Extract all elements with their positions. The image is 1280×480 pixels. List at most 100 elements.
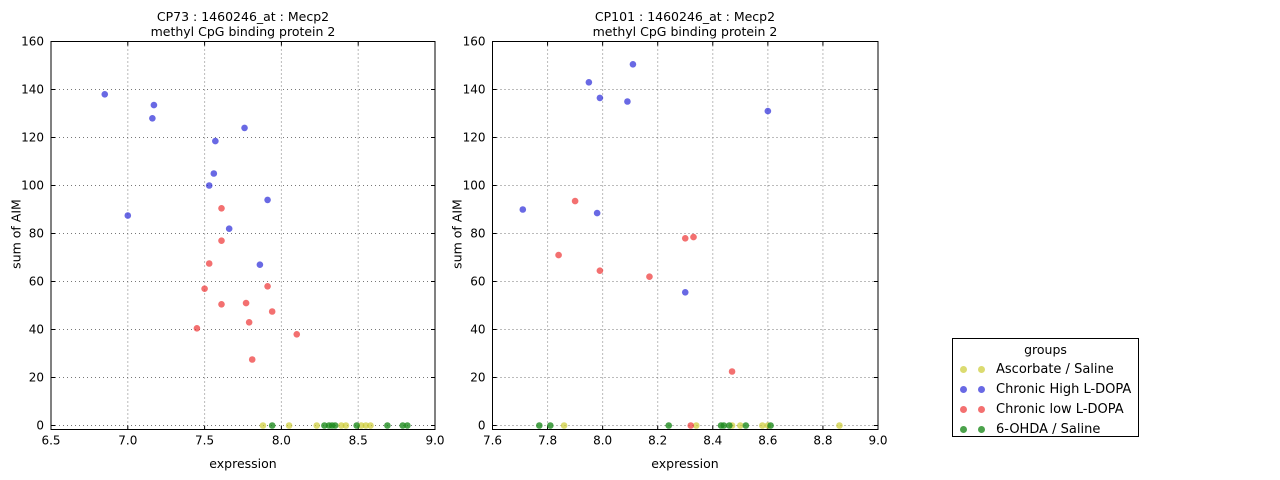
data-point (596, 267, 604, 275)
left-plot-xlabel: expression (209, 456, 277, 471)
x-tick-label: 7.0 (118, 434, 137, 448)
x-tick-label: 7.5 (195, 434, 214, 448)
data-point (585, 79, 593, 86)
x-tick-label: 9.0 (425, 434, 444, 448)
x-tick-label: 8.8 (813, 434, 832, 448)
left-plot-title: CP73 : 1460246_at : Mecp2 methyl CpG bin… (51, 9, 435, 39)
data-point (404, 422, 411, 429)
legend-marker-dot (960, 405, 967, 413)
legend-entry-label: 6-OHDA / Saline (996, 421, 1101, 437)
y-tick-label: 60 (29, 275, 44, 289)
data-point (687, 422, 695, 429)
data-point (547, 422, 554, 429)
data-point (321, 422, 328, 429)
data-point (342, 422, 350, 429)
groups-legend: groups Ascorbate / Saline Chronic High L-… (952, 338, 1139, 437)
legend-entry-label: Chronic low L-DOPA (996, 401, 1124, 417)
data-point (264, 283, 271, 290)
data-point (367, 422, 374, 429)
data-point (764, 107, 772, 115)
x-tick-label: 8.5 (349, 434, 368, 448)
right-plot-title: CP101 : 1460246_at : Mecp2 methyl CpG bi… (492, 9, 878, 39)
x-tick-label: 8.6 (758, 434, 777, 448)
x-tick-label: 8.2 (648, 434, 667, 448)
data-point (692, 422, 700, 429)
y-tick-label: 120 (21, 131, 44, 145)
data-point (399, 422, 407, 429)
data-point (362, 422, 370, 429)
data-point (384, 422, 391, 429)
data-point (665, 422, 673, 429)
data-point (759, 422, 766, 429)
data-point (218, 205, 225, 212)
right-plot-xlabel: expression (651, 456, 719, 471)
y-tick-label: 80 (29, 227, 44, 241)
data-point (101, 91, 109, 98)
x-tick-label: 8.0 (272, 434, 291, 448)
data-point (205, 260, 213, 267)
data-point (536, 422, 543, 429)
data-point (242, 299, 250, 307)
x-tick-label: 6.5 (41, 434, 60, 448)
data-point (259, 422, 267, 429)
x-tick-label: 8.4 (703, 434, 722, 448)
data-point (150, 101, 158, 109)
y-tick-label: 20 (470, 371, 485, 385)
data-point (728, 368, 736, 375)
data-point (218, 237, 225, 244)
data-point (210, 170, 218, 177)
data-point (225, 225, 233, 232)
legend-entry: Chronic low L-DOPA (953, 399, 1138, 419)
y-tick-label: 140 (21, 83, 44, 97)
axis-spines (492, 41, 879, 430)
y-tick-label: 0 (478, 419, 486, 433)
y-tick-label: 40 (470, 323, 485, 337)
y-tick-label: 160 (21, 35, 44, 49)
legend-marker-dot (960, 425, 967, 433)
y-tick-label: 80 (470, 227, 485, 241)
data-point (245, 319, 253, 326)
data-point (313, 422, 321, 429)
left-plot-title-line2: methyl CpG binding protein 2 (150, 24, 336, 39)
x-tick-label: 7.6 (483, 434, 502, 448)
legend-entry: 6-OHDA / Saline (953, 419, 1138, 439)
data-point (212, 137, 219, 145)
legend-entry-label: Chronic High L-DOPA (996, 381, 1132, 397)
legend-marker-dot (978, 385, 985, 393)
x-tick-label: 8.0 (593, 434, 612, 448)
legend-marker-dot (960, 365, 967, 373)
data-point (338, 422, 345, 429)
x-tick-label: 7.8 (538, 434, 557, 448)
data-point (285, 422, 293, 429)
data-point (596, 94, 604, 102)
data-point (268, 422, 276, 429)
legend-marker-dot (978, 405, 985, 413)
data-point (268, 308, 276, 315)
y-tick-label: 100 (21, 179, 44, 193)
right-plot-title-line2: methyl CpG binding protein 2 (592, 24, 778, 39)
right-plot-ylabel: sum of AIM (449, 199, 465, 269)
data-point (331, 422, 339, 429)
right-plot-title-line1: CP101 : 1460246_at : Mecp2 (594, 9, 776, 24)
data-point (836, 422, 843, 429)
y-tick-label: 20 (29, 371, 44, 385)
data-point (726, 422, 733, 429)
data-point (124, 212, 132, 219)
data-point (593, 209, 601, 217)
data-point (149, 115, 156, 122)
data-point (571, 197, 579, 205)
data-point (218, 301, 225, 308)
data-point (646, 273, 653, 281)
y-tick-label: 120 (463, 131, 486, 145)
data-point (555, 251, 562, 259)
data-point (767, 422, 774, 429)
y-tick-label: 40 (29, 323, 44, 337)
data-point (193, 325, 201, 332)
data-point (624, 98, 631, 105)
data-point (629, 61, 637, 68)
data-point (353, 422, 360, 429)
data-point (248, 356, 256, 363)
legend-entry: Ascorbate / Saline (953, 359, 1138, 379)
